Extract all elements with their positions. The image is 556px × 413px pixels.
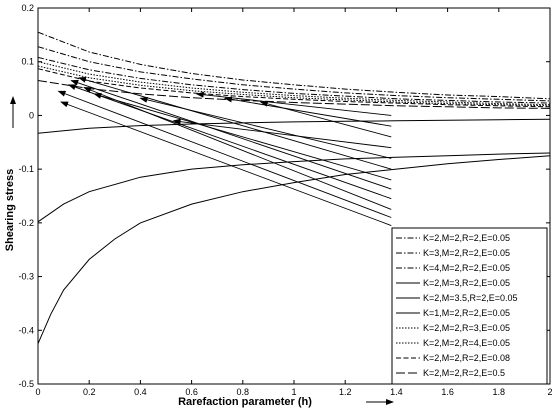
y-axis-label: Shearing stress — [4, 169, 16, 252]
y-tick-label: 0.1 — [21, 57, 34, 67]
y-tick-label: -0.5 — [18, 379, 34, 389]
series-line-2 — [37, 46, 551, 102]
series-line-3 — [37, 31, 551, 100]
legend-entry: K=4,M=2,R=2,E=0.05 — [423, 263, 510, 273]
legend-entry: K=2,M=3.5,R=2,E=0.05 — [423, 293, 518, 303]
legend-entry: K=1,M=2,R=2,E=0.05 — [423, 308, 510, 318]
annotation-arrows — [57, 76, 392, 226]
x-tick-label: 1.8 — [493, 387, 506, 397]
x-tick-label: 1.4 — [390, 387, 403, 397]
series-line-7 — [37, 61, 551, 106]
annotation-arrow-11 — [57, 90, 392, 218]
annotation-arrow-5 — [78, 76, 392, 170]
y-tick-label: -0.1 — [18, 164, 34, 174]
x-tick-label: 0.4 — [134, 387, 147, 397]
x-tick-label: 0.2 — [83, 387, 96, 397]
x-tick-label: 0.8 — [237, 387, 250, 397]
legend-entry: K=2,M=2,R=2,E=0.5 — [423, 368, 505, 378]
series-layer — [37, 31, 551, 344]
x-tick-label: 2 — [547, 387, 552, 397]
annotation-arrow-2 — [67, 84, 392, 200]
annotation-arrow-6 — [139, 96, 392, 159]
y-tick-label: 0 — [29, 110, 34, 120]
legend: K=2,M=2,R=2,E=0.05 K=3,M=2,R=2,E=0.05 K=4,… — [391, 227, 548, 385]
x-axis-label: Rarefaction parameter (h) — [178, 396, 312, 408]
series-line-6 — [37, 155, 551, 344]
x-tick-label: 1 — [291, 387, 296, 397]
y-tick-label: -0.2 — [18, 218, 34, 228]
legend-entry: K=3,M=2,R=2,E=0.05 — [423, 248, 510, 258]
x-tick-label: 1.6 — [441, 387, 454, 397]
series-line-1 — [37, 56, 551, 104]
legend-entry: K=2,M=2,R=4,E=0.05 — [423, 338, 510, 348]
annotation-arrow-7 — [172, 118, 392, 149]
y-tick-label: 0.2 — [21, 3, 34, 13]
series-line-4 — [37, 118, 551, 134]
annotation-arrow-10 — [195, 91, 392, 116]
x-tick-label: 0 — [35, 387, 40, 397]
annotation-arrow-12 — [60, 101, 392, 226]
x-axis: 0 0.2 0.4 0.6 0.8 1 1.2 1.4 1.6 1.8 2 — [35, 8, 553, 397]
legend-entry: K=2,M=2,R=2,E=0.08 — [423, 353, 510, 363]
side-arrows — [10, 96, 394, 405]
series-line-9 — [37, 68, 551, 108]
x-tick-label: 0.6 — [185, 387, 198, 397]
annotation-arrow-9 — [223, 96, 392, 127]
series-line-5 — [37, 152, 551, 223]
annotation-arrow-1 — [83, 87, 392, 210]
y-tick-label: -0.4 — [18, 325, 34, 335]
annotation-arrow-4 — [93, 93, 392, 181]
series-line-10 — [37, 80, 551, 109]
annotation-arrow-3 — [70, 79, 392, 190]
series-line-8 — [37, 65, 551, 107]
y-tick-label: -0.3 — [18, 272, 34, 282]
legend-entry: K=2,M=2,R=3,E=0.05 — [423, 323, 510, 333]
legend-box — [391, 227, 548, 385]
legend-entry: K=2,M=2,R=2,E=0.05 — [423, 233, 510, 243]
y-axis: 0.2 0.1 0 -0.1 -0.2 -0.3 -0.4 -0.5 — [18, 3, 550, 389]
legend-entry: K=2,M=3,R=2,E=0.05 — [423, 278, 510, 288]
x-tick-label: 1.2 — [339, 387, 352, 397]
